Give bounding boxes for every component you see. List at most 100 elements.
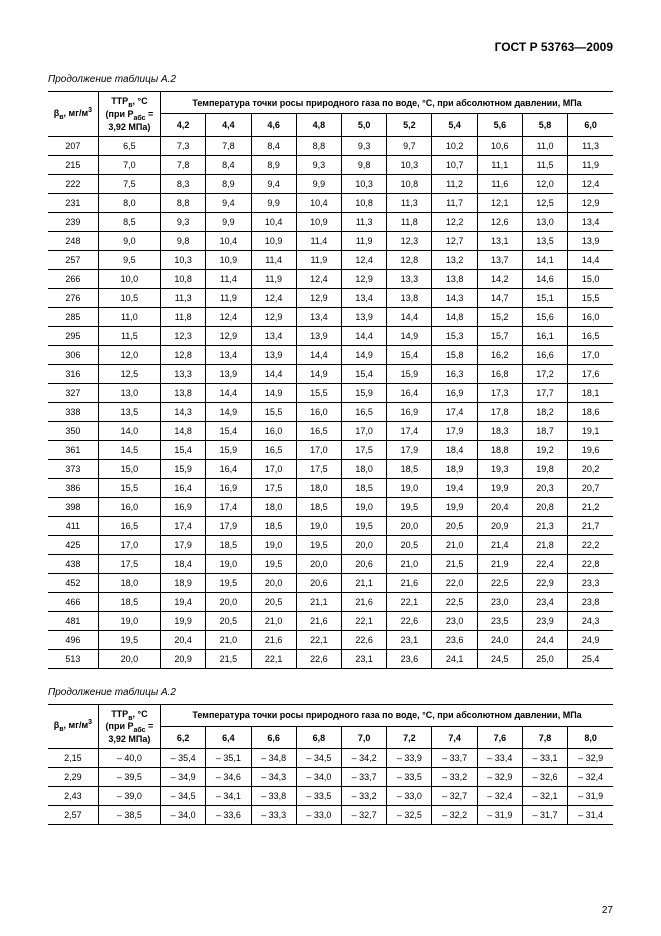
cell-beta: 285 xyxy=(48,307,98,326)
pressure-header: 7,2 xyxy=(387,726,432,748)
cell-value: 12,8 xyxy=(161,345,206,364)
pressure-header: 6,2 xyxy=(161,726,206,748)
cell-value: 17,3 xyxy=(477,383,522,402)
cell-value: 18,0 xyxy=(342,459,387,478)
cell-value: 16,5 xyxy=(568,326,613,345)
cell-value: – 34,9 xyxy=(161,768,206,787)
cell-value: 22,0 xyxy=(432,573,477,592)
cell-value: 13,1 xyxy=(477,231,522,250)
cell-value: 19,0 xyxy=(206,554,251,573)
cell-value: 13,0 xyxy=(522,212,567,231)
cell-value: – 31,9 xyxy=(477,806,522,825)
cell-value: 16,0 xyxy=(251,421,296,440)
table1-body: 2076,57,37,88,48,89,39,710,210,611,011,3… xyxy=(48,136,613,668)
table-row: 27610,511,311,912,412,913,413,814,314,71… xyxy=(48,288,613,307)
cell-value: 14,4 xyxy=(342,326,387,345)
cell-value: 22,4 xyxy=(522,554,567,573)
cell-value: 22,9 xyxy=(522,573,567,592)
pressure-header: 7,8 xyxy=(522,726,567,748)
cell-value: 23,1 xyxy=(387,630,432,649)
table-row: 2227,58,38,99,49,910,310,811,211,612,012… xyxy=(48,174,613,193)
table-row: 38615,516,416,917,518,018,519,019,419,92… xyxy=(48,478,613,497)
cell-value: 11,4 xyxy=(296,231,341,250)
cell-value: 23,0 xyxy=(432,611,477,630)
cell-ttr: – 39,5 xyxy=(98,768,160,787)
cell-beta: 207 xyxy=(48,136,98,155)
cell-value: 20,5 xyxy=(251,592,296,611)
col-ttr-header: ТТРв, °С (при Pабс = 3,92 МПа) xyxy=(98,704,160,749)
cell-value: 12,3 xyxy=(387,231,432,250)
pressure-header: 5,2 xyxy=(387,114,432,136)
cell-value: – 33,9 xyxy=(387,749,432,768)
cell-value: – 31,4 xyxy=(568,806,613,825)
cell-value: 15,1 xyxy=(522,288,567,307)
cell-ttr: – 38,5 xyxy=(98,806,160,825)
cell-value: 8,8 xyxy=(161,193,206,212)
cell-value: 13,9 xyxy=(296,326,341,345)
cell-ttr: 17,5 xyxy=(98,554,160,573)
cell-value: 17,2 xyxy=(522,364,567,383)
cell-value: 15,0 xyxy=(568,269,613,288)
cell-value: 11,3 xyxy=(568,136,613,155)
cell-value: 16,9 xyxy=(161,497,206,516)
cell-value: – 34,8 xyxy=(251,749,296,768)
table-row: 41116,517,417,918,519,019,520,020,520,92… xyxy=(48,516,613,535)
cell-value: – 32,7 xyxy=(342,806,387,825)
cell-value: 15,4 xyxy=(387,345,432,364)
cell-value: 18,7 xyxy=(522,421,567,440)
cell-value: 14,7 xyxy=(477,288,522,307)
cell-value: – 33,6 xyxy=(206,806,251,825)
pressure-header: 5,6 xyxy=(477,114,522,136)
cell-value: 14,9 xyxy=(206,402,251,421)
cell-beta: 327 xyxy=(48,383,98,402)
cell-value: – 32,7 xyxy=(432,787,477,806)
cell-value: 20,5 xyxy=(432,516,477,535)
cell-value: 14,6 xyxy=(522,269,567,288)
cell-value: – 32,4 xyxy=(568,768,613,787)
cell-ttr: – 39,0 xyxy=(98,787,160,806)
cell-value: 11,8 xyxy=(387,212,432,231)
cell-value: 19,5 xyxy=(251,554,296,573)
cell-value: 16,5 xyxy=(296,421,341,440)
cell-ttr: 12,5 xyxy=(98,364,160,383)
cell-value: 17,4 xyxy=(387,421,432,440)
cell-value: 10,8 xyxy=(387,174,432,193)
cell-beta: 350 xyxy=(48,421,98,440)
cell-value: 19,4 xyxy=(432,478,477,497)
cell-value: 12,7 xyxy=(432,231,477,250)
cell-beta: 373 xyxy=(48,459,98,478)
cell-value: 16,3 xyxy=(432,364,477,383)
cell-value: 23,1 xyxy=(342,649,387,668)
pressure-header: 6,4 xyxy=(206,726,251,748)
cell-beta: 306 xyxy=(48,345,98,364)
cell-value: – 35,4 xyxy=(161,749,206,768)
cell-ttr: 14,5 xyxy=(98,440,160,459)
cell-value: 14,4 xyxy=(296,345,341,364)
cell-value: 13,8 xyxy=(161,383,206,402)
cell-ttr: 18,5 xyxy=(98,592,160,611)
cell-value: 21,6 xyxy=(342,592,387,611)
cell-beta: 2,57 xyxy=(48,806,98,825)
cell-value: 19,0 xyxy=(296,516,341,535)
cell-value: 21,2 xyxy=(568,497,613,516)
cell-value: 18,5 xyxy=(342,478,387,497)
cell-value: 15,7 xyxy=(477,326,522,345)
cell-value: 16,6 xyxy=(522,345,567,364)
cell-value: 15,4 xyxy=(161,440,206,459)
cell-value: 12,9 xyxy=(251,307,296,326)
table-row: 2318,08,89,49,910,410,811,311,712,112,51… xyxy=(48,193,613,212)
cell-value: 22,6 xyxy=(387,611,432,630)
cell-beta: 425 xyxy=(48,535,98,554)
cell-value: 12,3 xyxy=(161,326,206,345)
cell-beta: 276 xyxy=(48,288,98,307)
cell-value: 11,2 xyxy=(432,174,477,193)
cell-value: – 32,4 xyxy=(477,787,522,806)
cell-value: 21,8 xyxy=(522,535,567,554)
cell-value: 11,3 xyxy=(161,288,206,307)
cell-value: 18,5 xyxy=(296,497,341,516)
cell-value: 17,9 xyxy=(432,421,477,440)
cell-beta: 438 xyxy=(48,554,98,573)
cell-ttr: 7,0 xyxy=(98,155,160,174)
cell-value: 12,0 xyxy=(522,174,567,193)
table-row: 36114,515,415,916,517,017,517,918,418,81… xyxy=(48,440,613,459)
